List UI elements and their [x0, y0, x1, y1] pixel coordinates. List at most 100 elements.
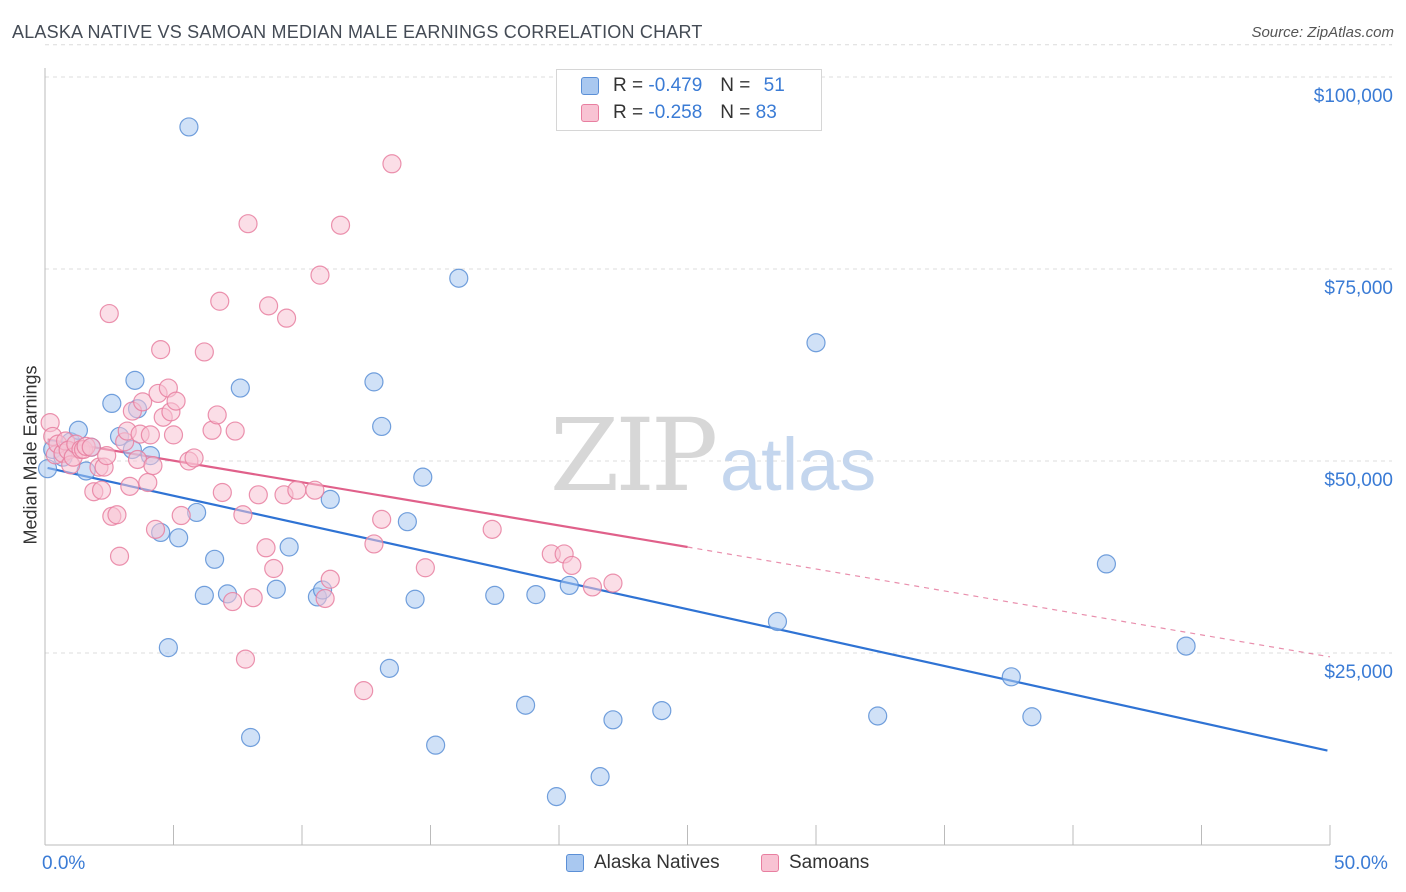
point-alaska-natives	[426, 735, 446, 755]
series-label-alaska-natives: Alaska Natives	[594, 852, 720, 873]
point-samoans	[258, 296, 279, 316]
legend-r-value: -0.479	[648, 75, 703, 96]
stats-legend: R = -0.479 N = 51 R = -0.258 N = 83	[556, 69, 822, 131]
x-tick-label-min: 0.0%	[42, 853, 86, 874]
y-tick-labels: $25,000 $50,000 $75,000 $100,000	[1314, 86, 1393, 683]
legend-swatch-alaska-natives	[581, 77, 599, 95]
point-samoans	[482, 519, 502, 539]
point-alaska-natives	[515, 695, 536, 715]
series-legend-samoans[interactable]: Samoans	[761, 852, 869, 874]
legend-n-label: N =	[720, 75, 751, 96]
point-samoans	[276, 308, 297, 328]
point-alaska-natives	[364, 372, 384, 392]
point-alaska-natives	[603, 710, 623, 730]
watermark: ZIP atlas	[550, 397, 876, 514]
point-samoans	[330, 215, 351, 235]
point-alaska-natives	[241, 727, 261, 748]
point-alaska-natives	[1096, 554, 1117, 574]
point-samoans	[415, 558, 435, 578]
series-legend: Alaska Natives Samoans	[0, 852, 1406, 878]
point-alaska-natives	[449, 268, 469, 288]
point-alaska-natives	[397, 512, 417, 532]
point-alaska-natives	[546, 787, 567, 807]
point-samoans	[91, 480, 112, 500]
source-credit: Source: ZipAtlas.com	[1251, 24, 1394, 41]
axes	[44, 68, 1331, 846]
point-alaska-natives	[868, 706, 888, 726]
legend-n-value: 83	[755, 102, 777, 123]
point-alaska-natives	[169, 528, 189, 548]
point-alaska-natives	[1176, 636, 1196, 656]
gridlines	[45, 44, 1392, 654]
point-samoans	[315, 588, 335, 609]
series-legend-alaska-natives[interactable]: Alaska Natives	[566, 852, 720, 874]
legend-n-label: N =	[720, 102, 751, 123]
point-alaska-natives	[194, 585, 214, 606]
legend-r-label: R =	[613, 75, 644, 96]
point-alaska-natives	[230, 378, 250, 398]
point-samoans	[382, 154, 402, 174]
point-samoans	[145, 519, 166, 539]
point-samoans	[256, 538, 276, 558]
point-samoans	[97, 446, 117, 466]
point-samoans	[109, 546, 130, 566]
point-alaska-natives	[205, 549, 225, 569]
point-samoans	[184, 448, 204, 468]
point-alaska-natives	[767, 611, 788, 632]
point-alaska-natives	[1022, 707, 1042, 727]
point-samoans	[194, 342, 214, 362]
y-tick-label: $75,000	[1324, 278, 1393, 299]
point-alaska-natives	[806, 333, 826, 353]
point-alaska-natives	[279, 537, 299, 557]
point-alaska-natives	[1001, 667, 1021, 687]
chart-title: ALASKA NATIVE VS SAMOAN MEDIAN MALE EARN…	[12, 22, 703, 42]
y-tick-label: $25,000	[1324, 662, 1393, 683]
point-alaska-natives	[405, 589, 425, 609]
trend-extension-samoans	[687, 546, 1331, 658]
point-samoans	[81, 437, 101, 457]
point-samoans	[207, 405, 227, 425]
watermark-zip: ZIP	[550, 397, 715, 514]
point-samoans	[354, 681, 374, 701]
point-samoans	[310, 265, 330, 285]
point-samoans	[372, 509, 392, 529]
point-samoans	[133, 392, 153, 412]
data-points	[37, 117, 1196, 807]
point-samoans	[210, 291, 230, 311]
point-samoans	[305, 480, 325, 500]
point-samoans	[107, 505, 127, 525]
legend-r-label: R =	[613, 102, 644, 123]
point-alaska-natives	[652, 700, 672, 721]
point-samoans	[562, 555, 582, 576]
point-samoans	[235, 649, 256, 669]
point-samoans	[238, 214, 258, 234]
point-samoans	[364, 534, 384, 554]
point-alaska-natives	[102, 393, 122, 413]
point-alaska-natives	[526, 585, 546, 605]
point-samoans	[143, 456, 163, 476]
point-samoans	[138, 472, 158, 493]
watermark-atlas: atlas	[720, 423, 876, 506]
point-alaska-natives	[590, 767, 610, 787]
legend-swatch-samoans	[581, 104, 599, 122]
point-samoans	[99, 303, 119, 324]
point-samoans	[248, 485, 268, 505]
trend-line-alaska-natives	[47, 466, 1328, 752]
y-tick-label: $50,000	[1324, 470, 1393, 491]
point-samoans	[320, 569, 340, 589]
point-samoans	[225, 421, 245, 441]
y-axis-label: Median Male Earnings	[20, 365, 41, 545]
point-alaska-natives	[559, 575, 579, 596]
point-alaska-natives	[266, 579, 286, 599]
point-alaska-natives	[413, 467, 433, 487]
point-samoans	[223, 591, 243, 612]
legend-row-samoans: R = -0.258 N = 83	[581, 100, 777, 126]
point-samoans	[166, 391, 186, 411]
point-samoans	[264, 558, 284, 579]
point-samoans	[163, 425, 184, 445]
point-alaska-natives	[485, 585, 505, 606]
point-alaska-natives	[179, 117, 199, 137]
point-alaska-natives	[125, 370, 145, 390]
point-samoans	[243, 588, 263, 608]
